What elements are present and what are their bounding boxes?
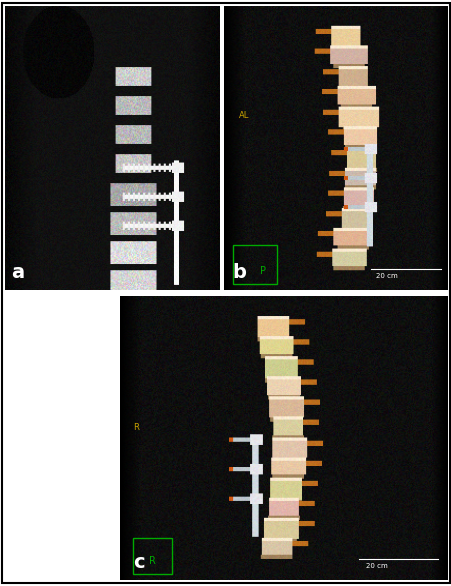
Text: a: a [11,263,24,281]
Bar [232,244,277,284]
Bar [133,537,172,574]
Text: R: R [133,423,138,432]
Text: AL: AL [239,111,249,120]
Text: R: R [149,556,156,566]
Text: 20 cm: 20 cm [365,563,387,569]
Text: P: P [259,266,265,276]
Text: c: c [133,553,144,571]
Text: 20 cm: 20 cm [375,272,397,279]
Text: b: b [232,263,246,281]
